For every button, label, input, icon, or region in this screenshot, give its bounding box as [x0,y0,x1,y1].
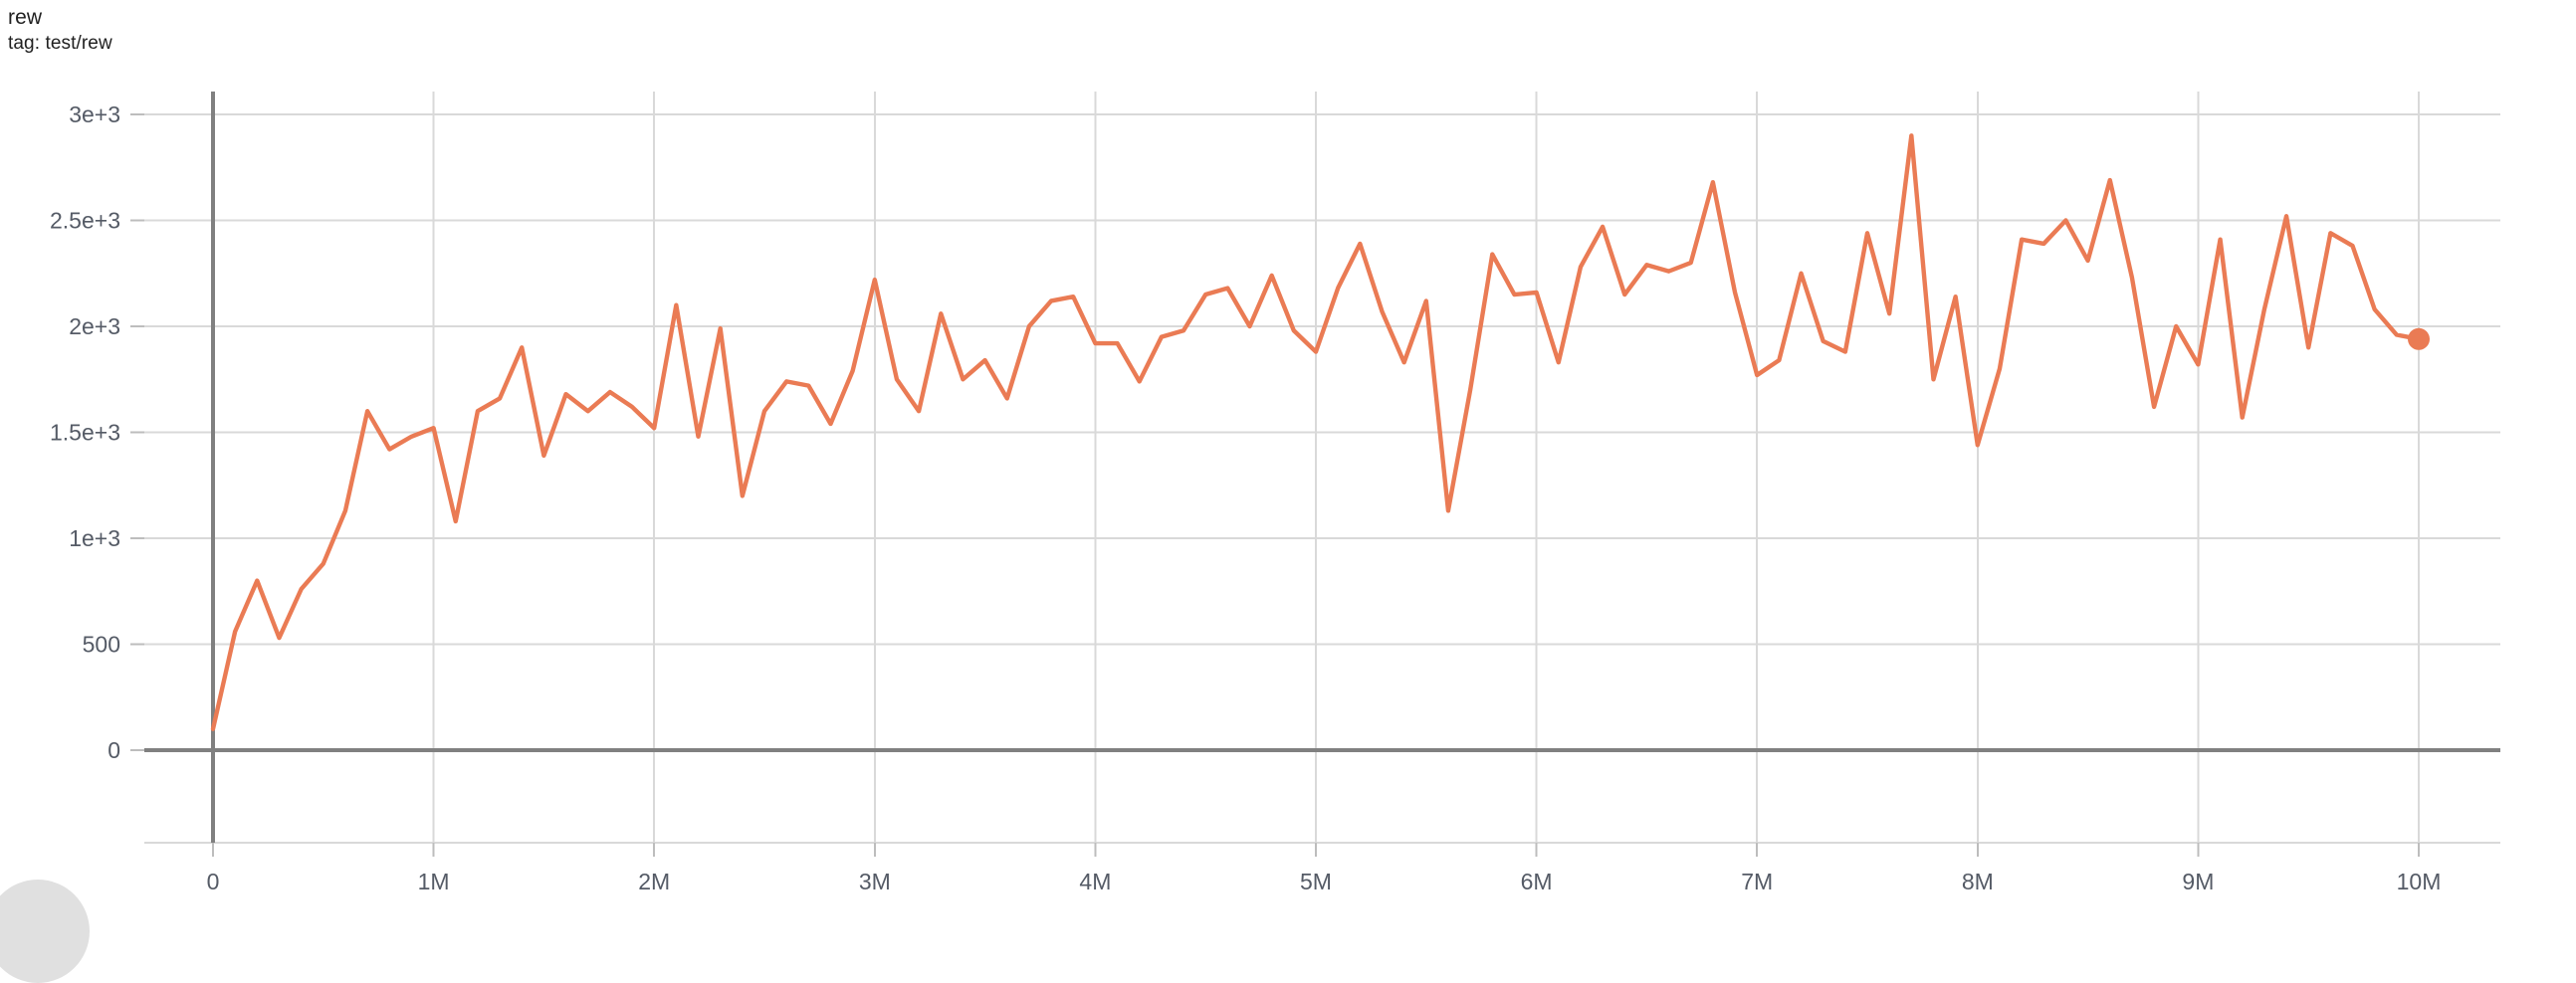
chart-tag-label: tag: test/rew [8,32,112,54]
x-axis-tick-label: 3M [859,869,891,894]
chart-header: rew tag: test/rew [8,6,112,55]
x-axis-tick-label: 10M [2397,869,2442,894]
gridlines-group [144,92,2500,844]
x-axis-tick-label: 0 [207,869,220,894]
x-axis-tick-label: 8M [1962,869,1994,894]
x-axis-tick-label: 9M [2182,869,2214,894]
y-axis-tick-label: 1.5e+3 [50,420,120,446]
x-axis-tick-label: 6M [1521,869,1553,894]
x-axis-tick-label: 1M [418,869,450,894]
series-end-marker-0 [2408,327,2430,350]
axis-lines-group [144,92,2500,843]
y-axis-tick-label: 3e+3 [69,101,120,127]
x-axis-tick-label: 2M [638,869,670,894]
y-axis-tick-label: 2.5e+3 [50,208,120,234]
y-axis-tick-label: 0 [107,737,120,763]
tickmarks-group [130,113,2420,857]
page-title: rew [8,6,43,29]
x-axis-tick-label: 7M [1741,869,1773,894]
y-axis-tick-label: 1e+3 [69,525,120,551]
x-axis-tick-label: 5M [1300,869,1332,894]
scalar-chart-plot[interactable]: 0 1M 2M 3M 4M 5M 6M 7M 8M 9M 10M 0 500 1e+3 1.5e+3 2e+3… [0,0,2576,899]
data-line-group [210,133,2430,731]
y-axis-tick-label: 2e+3 [69,313,120,339]
y-axis-tick-label: 500 [83,632,120,658]
x-axis-tick-label: 4M [1079,869,1111,894]
tick-labels-group: 0 1M 2M 3M 4M 5M 6M 7M 8M 9M 10M 0 500 1e+3 1.5e+3 2e+3… [50,101,2441,894]
data-series-line-0 [210,133,2422,731]
